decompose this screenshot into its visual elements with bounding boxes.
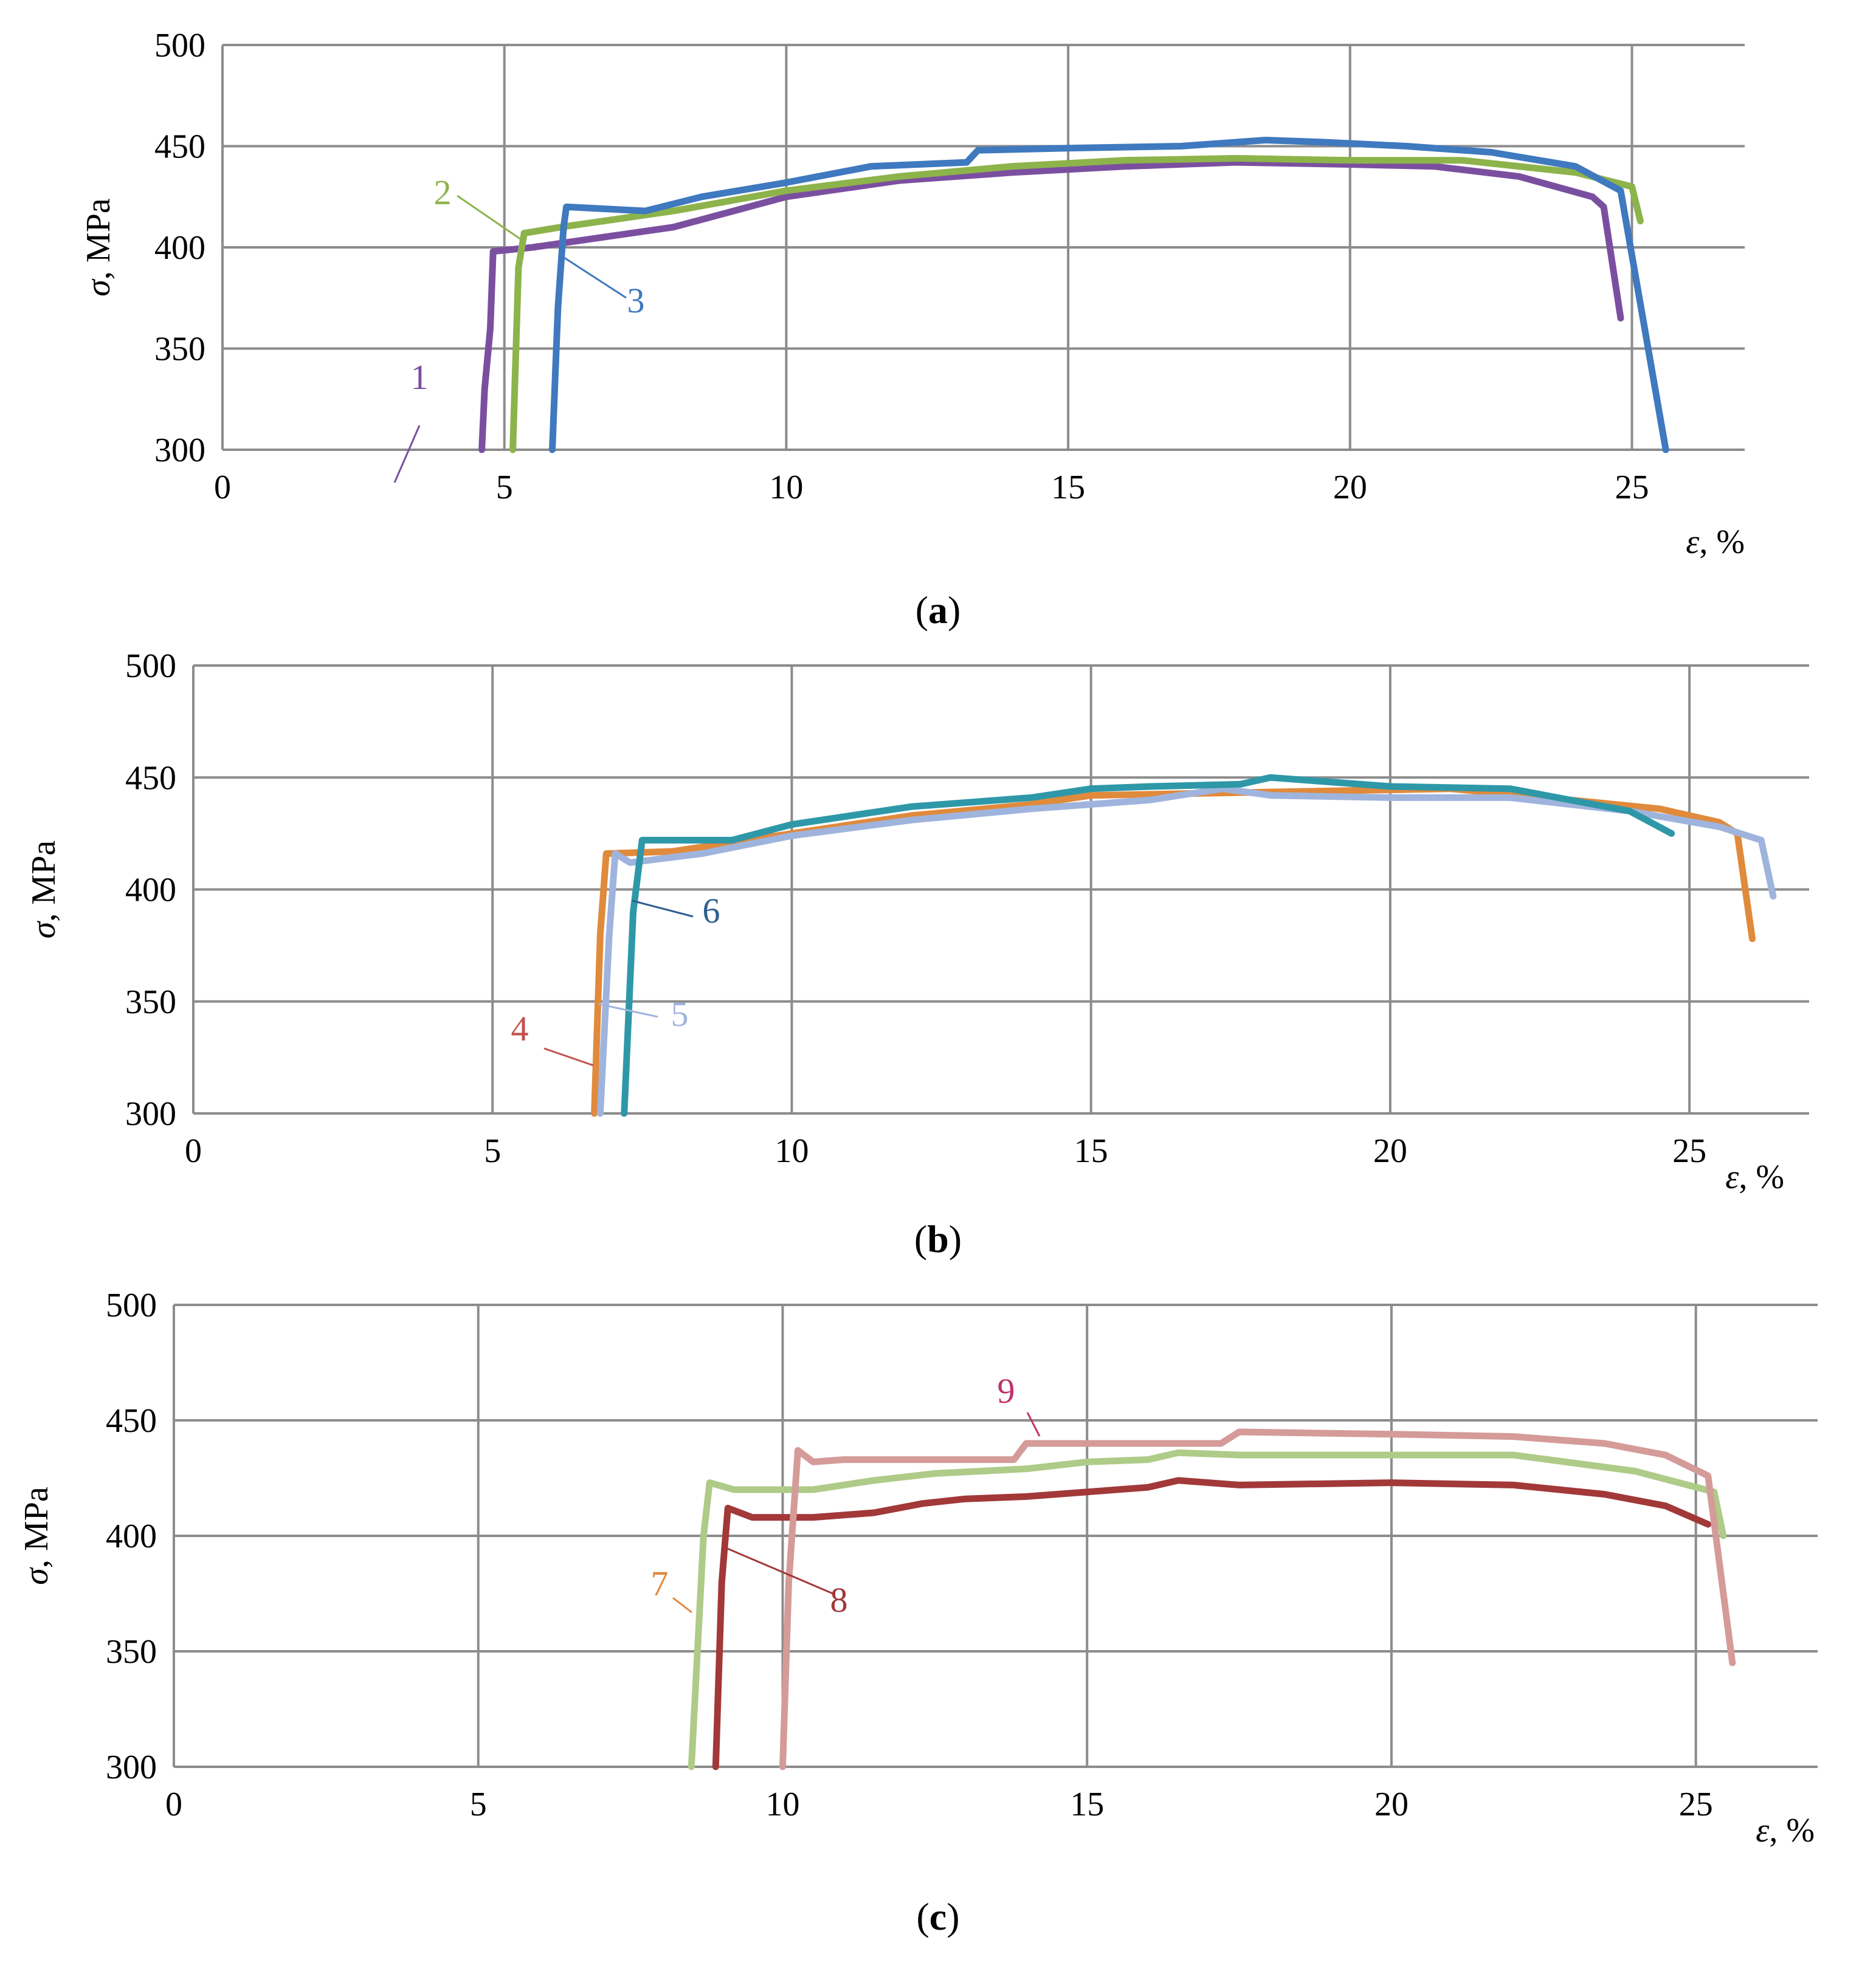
x-tick-label: 15	[1074, 1132, 1108, 1170]
annotation-label-7: 7	[651, 1564, 669, 1603]
annotation-label-9: 9	[998, 1371, 1015, 1411]
panel-caption: (a)	[916, 588, 961, 631]
x-tick-label: 10	[774, 1132, 809, 1170]
annotation-label-6: 6	[703, 891, 720, 930]
x-axis-label: ε, %	[1725, 1158, 1784, 1196]
y-tick-label: 350	[154, 331, 205, 368]
x-tick-label: 20	[1333, 469, 1367, 506]
annotation-leader-1	[393, 425, 421, 483]
x-tick-label: 15	[1070, 1786, 1104, 1823]
annotation-leader-9	[1026, 1412, 1041, 1437]
series-line-9	[779, 1428, 1736, 1770]
series-line-7	[688, 1449, 1727, 1770]
series-line-2	[509, 155, 1644, 453]
chart-panel-a: 300 350 400 450 500 0 5 10 15 20 25 1 2 3 σ, MPa ε, % (a…	[80, 27, 1745, 631]
y-tick-label: 500	[125, 647, 176, 685]
y-tick-label: 450	[154, 128, 205, 166]
x-axis-label: ε, %	[1686, 523, 1745, 561]
chart-panel-c: 300 350 400 450 500 0 5 10 15 20 25 7 8 9 σ, MPa ε, % (c…	[18, 1287, 1818, 1938]
x-tick-label: 10	[769, 469, 803, 506]
y-tick-label: 300	[125, 1095, 176, 1133]
x-tick-label: 0	[185, 1132, 202, 1170]
x-tick-label: 0	[214, 469, 231, 506]
panel-caption: (c)	[916, 1895, 959, 1938]
x-tick-label: 5	[484, 1132, 501, 1170]
x-tick-label: 20	[1374, 1786, 1409, 1823]
y-tick-label: 400	[125, 872, 176, 909]
x-axis-label: ε, %	[1756, 1812, 1815, 1849]
annotation-leader-2	[457, 194, 523, 242]
x-tick-label: 25	[1672, 1132, 1706, 1170]
annotation-leader-3	[560, 254, 627, 299]
annotation-leader-8	[724, 1546, 833, 1595]
y-axis-label: σ, MPa	[25, 841, 63, 939]
y-axis-label: σ, MPa	[80, 198, 117, 297]
annotation-leader-4	[543, 1047, 594, 1067]
series-line-3	[549, 137, 1669, 453]
annotation-label-8: 8	[830, 1580, 848, 1620]
x-tick-label: 25	[1679, 1786, 1713, 1823]
x-tick-label: 10	[765, 1786, 799, 1823]
y-tick-label: 350	[106, 1633, 157, 1671]
series-line-6	[621, 774, 1675, 1117]
panel-caption: (b)	[914, 1217, 962, 1261]
y-tick-label: 500	[106, 1287, 157, 1324]
x-tick-label: 15	[1051, 469, 1085, 506]
y-tick-label: 350	[125, 983, 176, 1021]
annotation-label-1: 1	[411, 357, 429, 397]
y-tick-label: 450	[106, 1402, 157, 1440]
series-line-1	[478, 159, 1624, 453]
x-tick-label: 5	[496, 469, 513, 506]
annotation-label-4: 4	[511, 1009, 529, 1048]
annotation-leader-5	[598, 1003, 658, 1018]
series-line-8	[712, 1477, 1712, 1770]
series-line-5	[596, 785, 1777, 1117]
y-tick-label: 450	[125, 759, 176, 797]
annotation-label-2: 2	[434, 173, 452, 212]
y-tick-label: 300	[106, 1749, 157, 1786]
annotation-leader-7	[672, 1597, 692, 1614]
y-axis-label: σ, MPa	[18, 1487, 55, 1585]
y-tick-label: 400	[106, 1518, 157, 1555]
annotation-leader-6	[632, 900, 694, 918]
x-tick-label: 5	[470, 1786, 487, 1823]
x-tick-label: 25	[1615, 469, 1649, 506]
annotation-label-3: 3	[627, 281, 645, 320]
x-tick-label: 0	[165, 1786, 182, 1823]
y-tick-label: 300	[154, 432, 205, 469]
y-tick-label: 500	[154, 27, 205, 64]
chart-panel-b: 300 350 400 450 500 0 5 10 15 20 25 4 5 6 σ, MPa ε, % (b…	[25, 647, 1809, 1261]
x-tick-label: 20	[1373, 1132, 1407, 1170]
y-tick-label: 400	[154, 229, 205, 267]
annotation-label-5: 5	[671, 994, 689, 1034]
